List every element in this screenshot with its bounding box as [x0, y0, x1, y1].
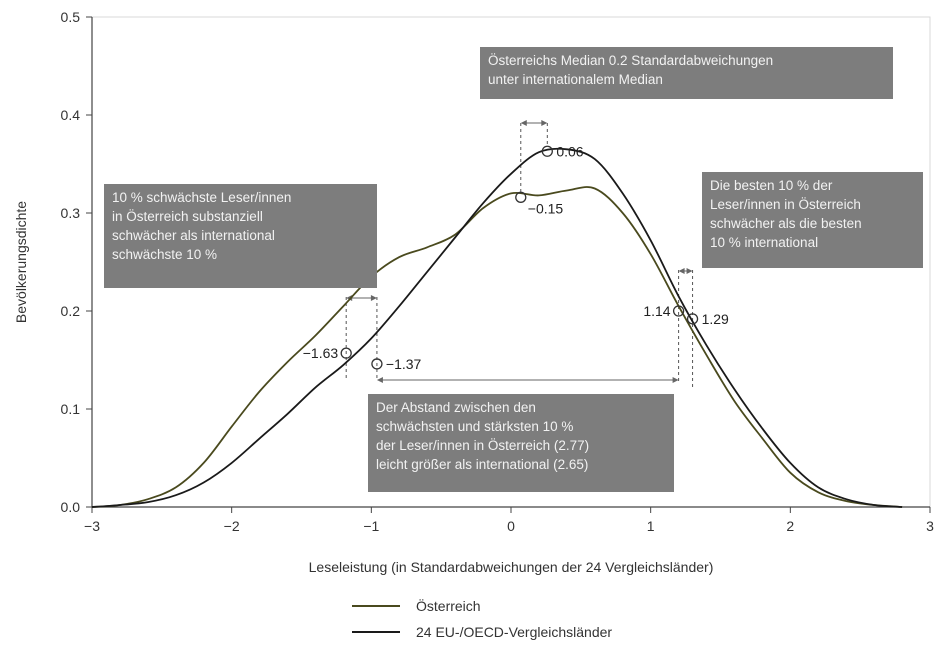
annotation-guides [345, 120, 694, 388]
annotation-best-line-4: 10 % international [710, 235, 819, 250]
annotation-weakest: 10 % schwächste Leser/innen in Österreic… [104, 184, 377, 288]
marked-point-0 [340, 347, 352, 359]
annotation-median: Österreichs Median 0.2 Standardabweichun… [480, 47, 893, 99]
y-tick-label: 0.0 [61, 499, 81, 515]
marked-point-label-2: 0.06 [556, 143, 583, 159]
marked-point-label-3: −0.15 [528, 200, 564, 216]
series-line-0 [91, 186, 903, 508]
annotation-best-line-2: Leser/innen in Österreich [710, 197, 861, 212]
legend-label-oesterreich: Österreich [416, 597, 481, 614]
y-tick-label: 0.4 [61, 107, 81, 123]
arrow-gap-span-head-right [672, 377, 679, 383]
arrow-right-pair-head-left [678, 268, 685, 274]
annotation-best-line-3: schwächer als die besten [710, 216, 862, 231]
arrow-mid-pair-head-right [541, 120, 548, 126]
arrow-mid-pair-head-left [520, 120, 527, 126]
x-axis-title: Leseleistung (in Standardabweichungen de… [309, 559, 714, 575]
series-line-1 [91, 147, 903, 508]
y-tick-label: 0.1 [61, 401, 81, 417]
series-lines [91, 147, 903, 508]
y-tick-label: 0.3 [61, 205, 81, 221]
x-tick-label: −2 [224, 518, 240, 534]
annotation-weakest-line-3: schwächer als international [112, 228, 275, 243]
marked-point-label-0: −1.63 [303, 345, 339, 361]
x-tick-label: −1 [363, 518, 379, 534]
marked-point-5 [686, 313, 699, 325]
arrow-right-pair-head-right [686, 268, 693, 274]
legend-label-vergleich: 24 EU-/OECD-Vergleichsländer [416, 624, 612, 640]
marked-point-4 [672, 305, 685, 317]
marked-point-1 [371, 358, 383, 370]
y-tick-label: 0.2 [61, 303, 81, 319]
arrow-gap-span-head-left [376, 377, 383, 383]
x-tick-label: −3 [84, 518, 100, 534]
annotation-median-line-2: unter internationalem Median [488, 72, 663, 87]
y-axis-title: Bevölkerungsdichte [13, 201, 29, 323]
annotation-weakest-line-1: 10 % schwächste Leser/innen [112, 190, 292, 205]
annotation-best: Die besten 10 % der Leser/innen in Öster… [702, 172, 923, 268]
marked-points: −1.63 −1.37 0.06 −0.15 1.14 1.29 [303, 143, 729, 372]
annotation-best-line-1: Die besten 10 % der [710, 178, 833, 193]
axis-ticks: −3 −2 −1 0 1 2 3 0.0 0.1 0.2 0.3 0.4 0.5 [61, 9, 935, 534]
annotation-gap-line-1: Der Abstand zwischen den [376, 400, 536, 415]
annotation-gap-line-4: leicht größer als international (2.65) [376, 457, 589, 472]
marked-point-2 [541, 145, 553, 157]
annotation-gap: Der Abstand zwischen den schwächsten und… [368, 394, 674, 492]
arrow-left-pair-head-right [370, 295, 377, 301]
marked-point-3 [515, 191, 527, 203]
marked-point-label-4: 1.14 [643, 303, 670, 319]
x-tick-label: 1 [647, 518, 655, 534]
legend: Österreich 24 EU-/OECD-Vergleichsländer [352, 597, 612, 640]
x-tick-label: 0 [507, 518, 515, 534]
annotation-median-line-1: Österreichs Median 0.2 Standardabweichun… [488, 53, 774, 68]
annotation-gap-line-3: der Leser/innen in Österreich (2.77) [376, 438, 590, 453]
x-tick-label: 3 [926, 518, 934, 534]
annotation-weakest-line-2: in Österreich substanziell [112, 209, 263, 224]
annotation-weakest-line-4: schwächste 10 % [112, 247, 218, 262]
marked-point-label-5: 1.29 [702, 311, 729, 327]
x-tick-label: 2 [786, 518, 794, 534]
annotation-gap-line-2: schwächsten und stärksten 10 % [376, 419, 574, 434]
y-tick-label: 0.5 [61, 9, 81, 25]
marked-point-label-1: −1.37 [386, 356, 422, 372]
